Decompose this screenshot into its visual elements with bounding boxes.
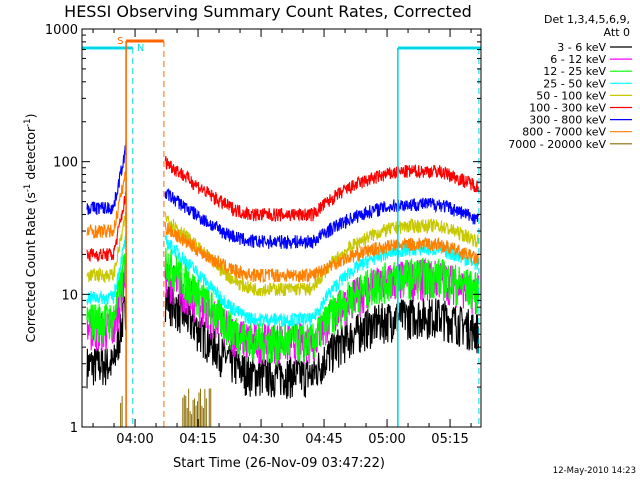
legend-label: 6 - 12 keV <box>550 53 606 66</box>
legend-label: 7000 - 20000 keV <box>508 138 606 151</box>
flag-s-label: S <box>117 36 123 47</box>
series-line <box>86 191 127 263</box>
x-tick-label: 05:15 <box>431 432 468 447</box>
legend-label: 3 - 6 keV <box>557 41 606 54</box>
x-axis-label: Start Time (26-Nov-09 03:47:22) <box>173 456 385 471</box>
chart-title: HESSI Observing Summary Count Rates, Cor… <box>64 2 472 21</box>
flag-n-label: N <box>137 43 144 54</box>
series-line <box>86 296 127 389</box>
series-line <box>86 231 127 306</box>
series-line <box>164 155 480 222</box>
legend-label: 100 - 300 keV <box>529 102 606 115</box>
x-tick-label: 05:00 <box>368 432 405 447</box>
series-line <box>164 285 480 399</box>
series-line <box>164 247 480 365</box>
series-line <box>86 171 127 239</box>
legend-label: 800 - 7000 keV <box>522 126 606 139</box>
legend-header-line-1: Det 1,3,4,5,6,9, <box>544 13 630 26</box>
x-tick-label: 04:45 <box>305 432 342 447</box>
x-tick-label: 04:15 <box>179 432 216 447</box>
y-tick-label: 1000 <box>45 23 78 38</box>
legend-label: 50 - 100 keV <box>536 89 606 102</box>
y-axis-label: Corrected Count Rate (s-1 detector-1) <box>23 114 38 343</box>
y-tick-label: 10 <box>61 288 78 303</box>
series-line <box>164 222 480 284</box>
series-line <box>86 253 127 344</box>
series-line <box>86 256 127 352</box>
series-line <box>86 211 127 284</box>
footer-date: 12-May-2010 14:23 <box>553 466 636 476</box>
series-line <box>164 234 480 327</box>
plot-frame <box>81 28 482 428</box>
y-tick-label: 1 <box>70 421 78 436</box>
legend-label: 25 - 50 keV <box>543 77 606 90</box>
legend-header-line-2: Att 0 <box>604 26 630 39</box>
legend-label: 12 - 25 keV <box>543 65 606 78</box>
series-line <box>86 141 127 215</box>
x-tick-label: 04:00 <box>116 432 153 447</box>
series-line <box>164 212 480 298</box>
x-tick-label: 04:30 <box>242 432 279 447</box>
legend-label: 300 - 800 keV <box>529 114 606 127</box>
series-line <box>164 187 480 251</box>
y-tick-label: 100 <box>53 156 78 171</box>
